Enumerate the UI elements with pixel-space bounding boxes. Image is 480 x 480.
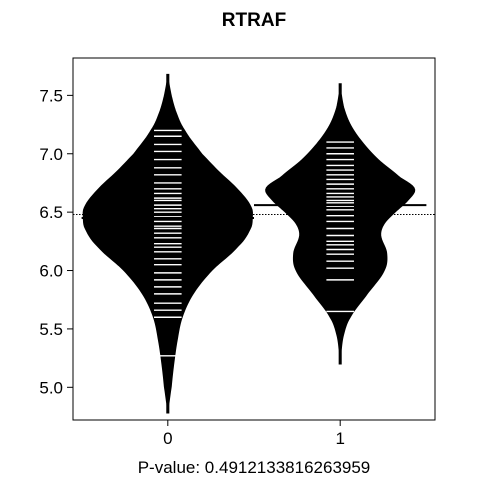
x-tick-label: 0: [163, 429, 172, 448]
y-tick-label: 5.0: [39, 378, 63, 397]
x-tick-label: 1: [335, 429, 344, 448]
bean-1: [254, 83, 427, 365]
y-axis: 5.0 5.5 6.0 6.5 7.0 7.5: [39, 86, 73, 397]
y-tick-label: 6.5: [39, 203, 63, 222]
x-axis-label: P-value: 0.4912133816263959: [138, 458, 371, 477]
beans-layer: [73, 73, 435, 414]
chart-title: RTRAF: [222, 10, 286, 31]
y-tick-label: 7.0: [39, 145, 63, 164]
bean-0: [81, 73, 254, 414]
y-tick-label: 5.5: [39, 320, 63, 339]
y-tick-label: 6.0: [39, 262, 63, 281]
y-tick-label: 7.5: [39, 86, 63, 105]
plot-frame: [72, 57, 436, 421]
bean-shape-1: [265, 83, 416, 365]
